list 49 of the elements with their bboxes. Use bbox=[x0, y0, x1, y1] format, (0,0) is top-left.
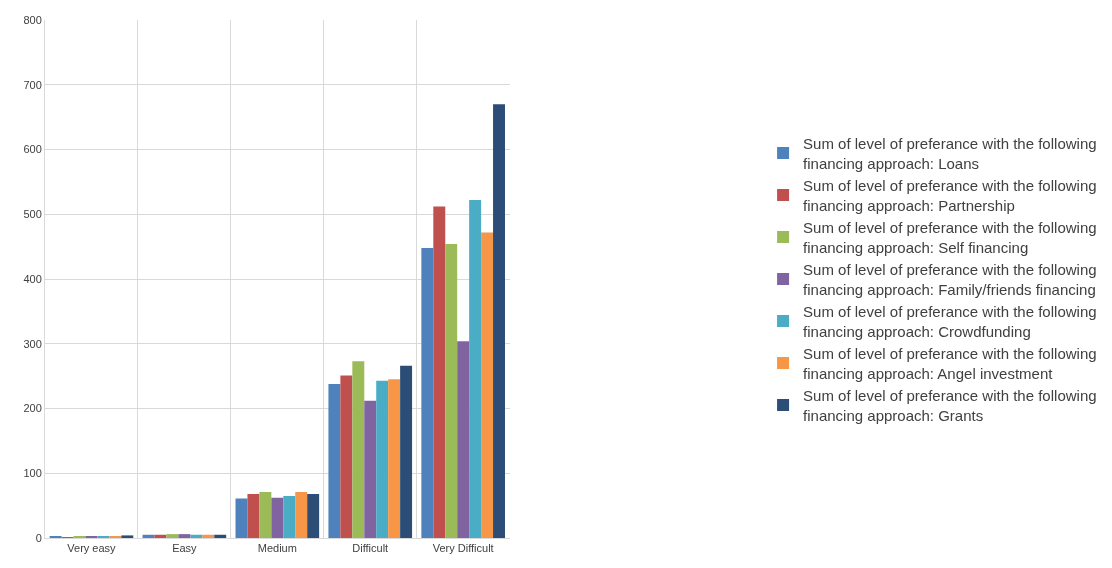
bar bbox=[445, 244, 458, 538]
bar bbox=[166, 534, 179, 538]
legend-label: Sum of level of preferance with the following financing approach: Crowdfunding bbox=[803, 303, 1097, 340]
bar bbox=[388, 379, 401, 538]
bar bbox=[400, 365, 413, 538]
x-tick-label: Difficult bbox=[352, 542, 389, 555]
bar bbox=[421, 247, 434, 538]
bar bbox=[328, 383, 341, 538]
bar bbox=[295, 492, 308, 538]
bar bbox=[307, 493, 320, 538]
bar bbox=[469, 200, 482, 538]
bar bbox=[283, 495, 296, 538]
legend-label: Sum of level of preferance with the following financing approach: Angel investment bbox=[803, 345, 1097, 382]
bar bbox=[202, 534, 215, 538]
bar bbox=[364, 400, 377, 538]
bar bbox=[190, 534, 203, 538]
bar bbox=[259, 492, 272, 538]
bar bbox=[247, 493, 260, 538]
bar bbox=[352, 361, 365, 538]
y-tick-label: 0 bbox=[35, 531, 42, 544]
bar bbox=[340, 375, 353, 538]
bar bbox=[376, 380, 389, 538]
y-tick-label: 400 bbox=[23, 272, 42, 285]
bar bbox=[142, 534, 155, 538]
y-tick-label: 300 bbox=[23, 337, 42, 350]
bar bbox=[457, 341, 470, 538]
x-tick-label: Medium bbox=[257, 542, 297, 555]
y-tick-label: 600 bbox=[23, 143, 42, 156]
bar bbox=[121, 535, 134, 538]
bar bbox=[214, 534, 227, 538]
bar bbox=[178, 534, 191, 538]
legend-label: Sum of level of preferance with the following financing approach: Loans bbox=[803, 135, 1097, 172]
legend-label: Sum of level of preferance with the following financing approach: Partnership bbox=[803, 177, 1097, 214]
x-tick-label: Easy bbox=[172, 542, 198, 555]
bar bbox=[481, 232, 494, 538]
bar bbox=[493, 104, 505, 538]
bar bbox=[235, 498, 248, 538]
legend-label: Sum of level of preferance with the following financing approach: Self financing bbox=[803, 219, 1097, 256]
y-tick-label: 200 bbox=[23, 402, 42, 415]
y-tick-label: 800 bbox=[23, 13, 42, 26]
x-tick-label: Very Difficult bbox=[432, 542, 494, 555]
bar bbox=[433, 206, 446, 538]
x-tick-label: Very easy bbox=[67, 542, 117, 555]
y-tick-label: 100 bbox=[23, 467, 42, 480]
y-tick-label: 500 bbox=[23, 208, 42, 221]
legend-label: Sum of level of preferance with the following financing approach: Family/friends financing bbox=[803, 261, 1097, 298]
legend-label: Sum of level of preferance with the following financing approach: Grants bbox=[803, 387, 1097, 424]
y-tick-label: 700 bbox=[23, 78, 42, 91]
bar bbox=[271, 497, 284, 538]
